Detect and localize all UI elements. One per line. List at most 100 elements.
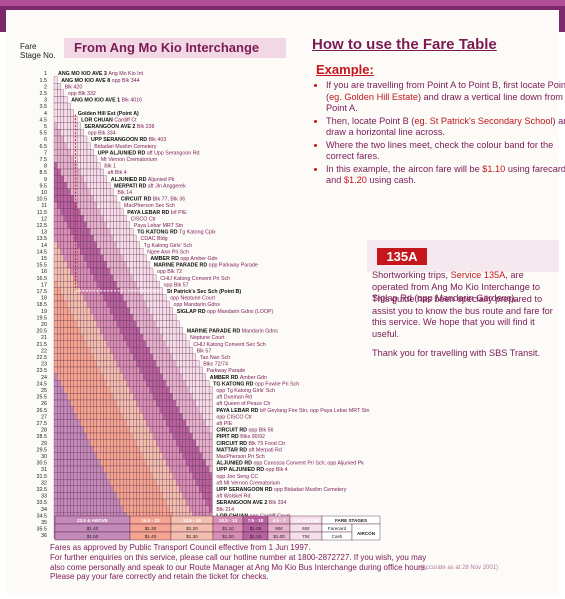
fare-cell: [195, 505, 200, 513]
fare-cell: [63, 399, 68, 407]
fare-cell: [60, 208, 65, 216]
fare-cell: [86, 261, 91, 269]
fare-cell: [169, 465, 173, 473]
fare-cell: [175, 465, 180, 473]
fare-cell: [146, 498, 150, 506]
fare-cell: [129, 366, 134, 374]
fare-cell: [172, 333, 177, 341]
fare-cell: [123, 261, 127, 269]
stop-label: UPP SERANGOON RD Blk 403: [91, 137, 166, 143]
fare-cell: [119, 241, 124, 249]
fare-cell: [73, 452, 78, 460]
fare-cell: [67, 393, 71, 401]
fare-cell: [159, 465, 164, 473]
fare-cell: [149, 327, 154, 335]
fare-cell: [67, 333, 71, 341]
fare-cell: [67, 102, 71, 110]
fare-cell: [96, 267, 101, 275]
fare-cell: [86, 419, 91, 427]
fare-cell: [96, 221, 101, 229]
fare-cell: [172, 386, 177, 394]
fare-cell: [83, 413, 88, 420]
legend-farecard-fare: $1.40: [87, 526, 99, 531]
fare-cell: [103, 366, 107, 374]
fare-cell: [116, 340, 121, 348]
fare-cell: [159, 360, 164, 368]
fare-cell: [60, 459, 65, 467]
fare-cell: [100, 413, 104, 420]
fare-cell: [116, 228, 121, 236]
fare-cell: [123, 320, 127, 328]
fare-cell: [189, 413, 193, 420]
fare-cell: [73, 432, 78, 440]
fare-cell: [139, 498, 144, 506]
fare-cell: [96, 459, 101, 467]
fare-cell: [156, 432, 160, 440]
fare-cell: [208, 479, 213, 486]
fare-cell: [146, 465, 150, 473]
fare-cell: [83, 393, 88, 401]
fare-cell: [119, 267, 124, 275]
fare-cell: [67, 135, 71, 143]
fare-cell: [73, 399, 78, 407]
fare-cell: [169, 505, 173, 513]
fare-cell: [123, 254, 127, 262]
fare-cell: [103, 327, 107, 335]
fare-cell: [149, 366, 154, 374]
fare-cell: [185, 419, 190, 427]
fare-cell: [76, 479, 81, 486]
fare-cell: [73, 492, 78, 500]
fare-cell: [83, 327, 88, 335]
fare-cell: [129, 360, 134, 368]
fare-cell: [106, 393, 111, 401]
fare-cell: [146, 393, 150, 401]
fare-cell: [80, 373, 84, 381]
fare-cell: [67, 300, 71, 308]
fare-cell: [146, 340, 150, 348]
fare-cell: [67, 340, 71, 348]
fare-cell: [116, 307, 121, 315]
fare-cell: [86, 215, 91, 222]
fare-cell: [103, 446, 107, 453]
stop-road: UPP SERANGOON RD: [216, 487, 274, 493]
fare-cell: [162, 294, 167, 302]
fare-cell: [86, 472, 91, 480]
fare-cell: [86, 300, 91, 308]
fare-cell: [67, 208, 71, 216]
stage-number: 28.5: [37, 434, 48, 440]
fare-cell: [136, 386, 140, 394]
fare-cell: [149, 465, 154, 473]
footer-notes: Fares as approved by Public Transport Co…: [50, 543, 430, 582]
fare-cell: [80, 426, 84, 434]
stop-label: aft Queen of Peace Ch: [216, 401, 270, 407]
legend-aircon-label: AIRCON: [357, 531, 376, 536]
stop-desc: aft Mt Vernon Crematorium: [216, 480, 280, 486]
fare-cell: [63, 347, 68, 354]
fare-cell: [90, 175, 94, 183]
fare-cell: [103, 267, 107, 275]
fare-cell: [136, 452, 140, 460]
fare-cell: [126, 360, 131, 368]
fare-cell: [169, 406, 173, 414]
fare-cell: [86, 327, 91, 335]
fare-cell: [142, 300, 147, 308]
fare-cell: [136, 267, 140, 275]
fare-cell: [205, 386, 210, 394]
stop-label: opp Mandarin Gdns: [174, 302, 221, 308]
fare-cell: [205, 419, 210, 427]
fare-cell: [80, 406, 84, 414]
fare-cell: [93, 281, 98, 288]
fare-cell: [159, 314, 164, 321]
stop-desc: Blk 334: [269, 500, 287, 506]
fare-cell: [179, 399, 183, 407]
fare-cell: [67, 485, 71, 493]
fare-cell: [100, 340, 104, 348]
fare-cell: [90, 307, 94, 315]
fare-cell: [60, 333, 65, 341]
fare-cell: [139, 300, 144, 308]
fare-cell: [136, 406, 140, 414]
fare-cell: [70, 340, 74, 348]
fare-cell: [139, 314, 144, 321]
fare-cell: [133, 347, 137, 354]
fare-cell: [76, 208, 81, 216]
